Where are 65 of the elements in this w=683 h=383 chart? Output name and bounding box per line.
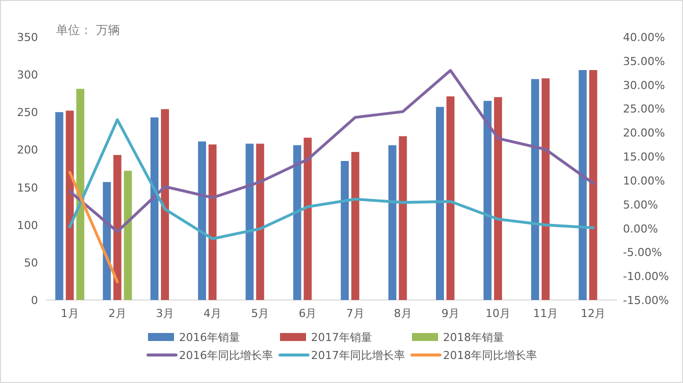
y-tick-label: 150 [17,181,38,194]
y2-tick-label: -5.00% [623,246,662,260]
x-tick-label: 7月 [346,307,364,320]
legend-label: 2016年销量 [179,331,240,344]
bar [494,97,502,300]
y-tick-label: 100 [17,218,38,232]
bar [124,170,132,300]
x-tick-label: 11月 [533,307,558,320]
y-tick-label: 50 [24,256,38,270]
bar [351,152,360,300]
legend-label: 2018年销量 [443,331,504,344]
bar [160,109,169,300]
bar [102,182,111,300]
x-tick-label: 12月 [580,307,606,320]
y-tick-label: 200 [17,144,38,157]
x-tick-label: 9月 [441,307,460,320]
y2-tick-label: 25.00% [623,102,665,116]
bar [246,144,254,300]
x-tick-label: 3月 [156,307,174,320]
bar [293,145,302,300]
y2-tick-label: 10.00% [623,174,665,188]
bar [398,136,407,300]
bar [256,144,264,300]
x-tick-label: 6月 [298,307,317,320]
bar [55,112,64,300]
bar [436,106,444,300]
y2-tick-label: 20.00% [623,126,665,140]
x-tick-label: 8月 [394,307,412,320]
bar [66,110,74,300]
bar [446,96,454,300]
text: 单位： 万辆 [56,23,120,37]
y-tick-label: 0 [31,294,38,307]
legend-label: 2017年同比增长率 [311,349,405,362]
bar [589,70,598,300]
bar [388,145,396,300]
x-tick-label: 10月 [486,307,511,320]
bar [484,100,492,300]
bar [531,79,540,300]
bar [198,141,206,300]
y2-tick-label: -15.00% [623,294,669,307]
y-tick-label: 250 [17,106,38,120]
y-tick-label: 300 [17,68,38,82]
x-tick-label: 4月 [204,307,222,320]
y-tick-label: 350 [17,31,38,44]
bar [208,144,217,300]
bar [542,78,550,300]
y2-tick-label: 30.00% [623,78,665,92]
legend-label: 2017年销量 [311,331,372,344]
bar [578,70,587,300]
bar [76,88,84,300]
legend-label: 2016年同比增长率 [179,349,273,362]
bar [150,117,158,300]
bar [113,154,122,300]
x-tick-label: 1月 [60,307,79,320]
y2-tick-label: 0.00% [623,222,658,236]
y2-tick-label: 35.00% [623,54,665,68]
x-tick-label: 2月 [108,307,126,320]
legend-label: 2018年同比增长率 [443,349,537,362]
bar [304,138,312,300]
y2-tick-label: -10.00% [623,270,669,284]
y2-tick-label: 5.00% [623,198,658,212]
y2-tick-label: 40.00% [623,31,665,44]
y2-tick-label: 15.00% [623,150,665,164]
x-tick-label: 5月 [251,307,270,320]
bar [340,160,349,300]
